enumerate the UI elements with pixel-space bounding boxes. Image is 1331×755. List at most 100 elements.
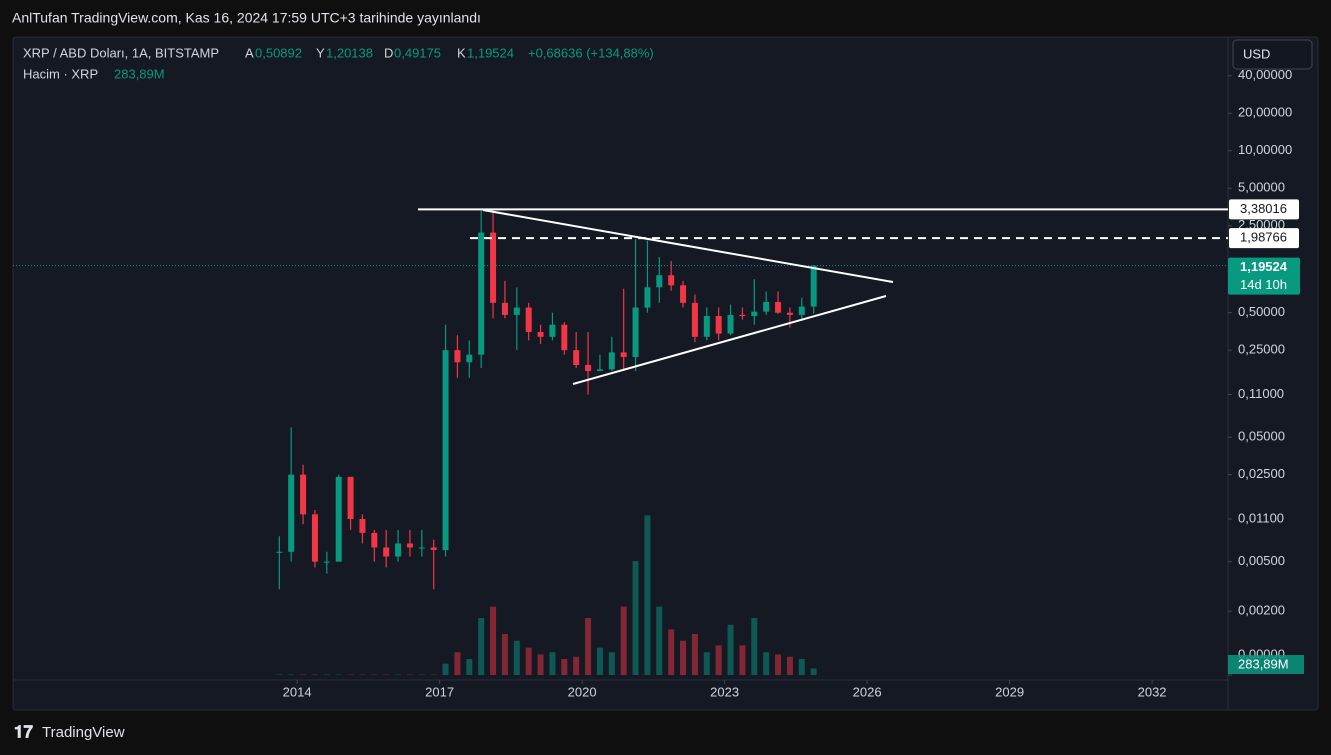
volume-bar	[751, 618, 758, 675]
candle-body	[585, 365, 592, 372]
o-value: 0,50892	[255, 45, 302, 60]
volume-bar	[501, 633, 508, 675]
candle-body	[383, 547, 390, 557]
volume-bar	[763, 652, 770, 675]
candle-body	[668, 275, 675, 286]
candle-body	[798, 306, 805, 315]
candle-body	[347, 476, 354, 520]
y-tick-label: 0,25000	[1238, 342, 1285, 357]
candle-body	[525, 307, 532, 332]
volume-bar	[727, 624, 734, 675]
candle-body	[656, 275, 663, 288]
volume-bar	[490, 606, 497, 675]
volume-bar	[513, 640, 520, 675]
currency-button[interactable]	[1232, 39, 1313, 70]
candle-body	[371, 532, 378, 548]
x-tick-label: 2020	[568, 684, 597, 699]
candle-body	[680, 285, 687, 303]
volume-bar	[810, 668, 817, 675]
y-tick-label: 0,02500	[1238, 466, 1285, 481]
candle-body	[430, 547, 437, 551]
x-tick-label: 2026	[853, 684, 882, 699]
volume-bar	[549, 652, 556, 675]
candle-body	[561, 324, 568, 351]
volume-bar	[311, 674, 318, 676]
y-tick-label: 5,00000	[1238, 180, 1285, 195]
candle-body	[608, 352, 615, 370]
volume-bar	[632, 561, 639, 675]
x-tick-label: 2017	[425, 684, 454, 699]
candle-body	[739, 314, 746, 317]
currency-label[interactable]: USD	[1243, 46, 1270, 61]
volume-bar	[608, 652, 615, 675]
c-key: K	[457, 45, 466, 60]
l-value: 0,49175	[394, 45, 441, 60]
volume-bar	[347, 674, 354, 676]
volume-bar	[691, 633, 698, 675]
logo: 𝟏𝟕 TradingView	[14, 722, 125, 741]
candle-body	[715, 316, 722, 334]
volume-bar	[406, 674, 413, 676]
candle-body	[478, 232, 485, 355]
candle-body	[632, 307, 639, 358]
h-value: 1,20138	[326, 45, 373, 60]
trendlines	[482, 209, 894, 385]
volume-bar	[395, 674, 402, 676]
candle-body	[311, 514, 318, 562]
volume-bar	[596, 647, 603, 675]
candle-body	[359, 519, 366, 533]
candle-body	[775, 301, 782, 313]
x-tick-label: 2023	[710, 684, 739, 699]
logo-text: TradingView	[42, 724, 125, 741]
volume-bar	[620, 606, 627, 675]
y-tick-label: 40,00000	[1238, 67, 1292, 82]
volume-title: Hacim · XRP	[23, 66, 98, 81]
o-key: A	[245, 45, 254, 60]
volume-bar	[798, 659, 805, 675]
candle-body	[466, 354, 473, 363]
y-tick-label: 0,00500	[1238, 553, 1285, 568]
countdown-label: 14d 10h	[1240, 277, 1287, 292]
h-key: Y	[316, 45, 325, 60]
price-line-box	[1229, 228, 1299, 249]
volume-bar	[656, 606, 663, 675]
volume-bar	[573, 656, 580, 675]
y-tick-label: 0,00200	[1238, 603, 1285, 618]
trendline	[572, 295, 887, 385]
candle-body	[406, 543, 413, 548]
candle-body	[786, 312, 793, 315]
candle-body	[549, 324, 556, 337]
volume-bar	[288, 674, 295, 676]
volume-label-box	[1228, 655, 1304, 674]
x-tick-label: 2029	[995, 684, 1024, 699]
candle-body	[395, 543, 402, 557]
volume-bar	[300, 674, 307, 676]
candle-body	[691, 302, 698, 337]
header-title: AnlTufan TradingView.com, Kas 16, 2024 1…	[12, 10, 481, 26]
y-tick-label: 0,50000	[1238, 304, 1285, 319]
volume-bar	[775, 654, 782, 675]
candle-body	[703, 316, 710, 337]
candle-body	[501, 302, 508, 315]
volume-bar	[703, 652, 710, 675]
volume-bar	[371, 674, 378, 676]
x-tick-label: 2032	[1138, 684, 1167, 699]
candle-body	[573, 350, 580, 366]
candle-body	[323, 561, 330, 563]
volume-bar	[715, 645, 722, 675]
price-line-label: 3,38016	[1240, 201, 1287, 216]
candle-body	[810, 265, 817, 307]
candle-body	[596, 369, 603, 372]
last-price-box	[1228, 257, 1300, 295]
symbol: XRP / ABD Doları, 1A, BITSTAMP	[23, 45, 219, 60]
candle-body	[537, 331, 544, 337]
candle-body	[727, 314, 734, 334]
volume-bar	[561, 659, 568, 675]
trendline	[482, 209, 894, 283]
volume-bar	[276, 674, 283, 676]
logo-mark: 𝟏𝟕	[14, 722, 33, 741]
x-tick-label: 2014	[283, 684, 312, 699]
l-key: D	[384, 45, 393, 60]
volume-bar	[585, 618, 592, 675]
